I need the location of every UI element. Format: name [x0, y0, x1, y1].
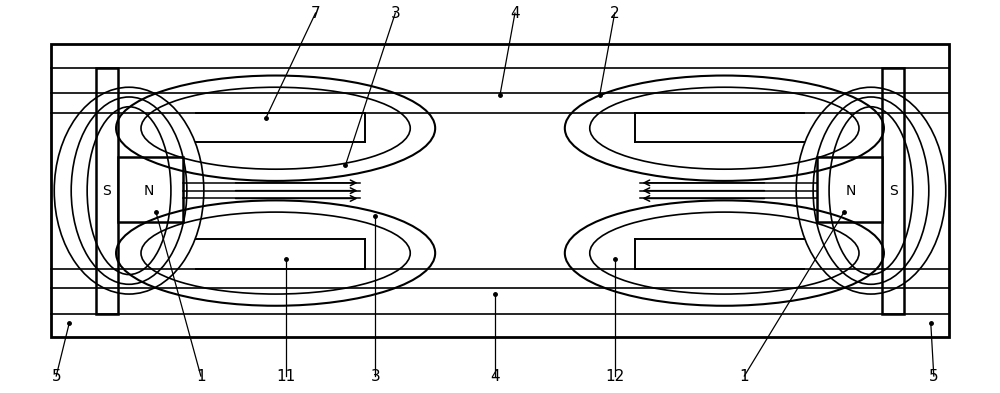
Bar	[51, 44, 949, 337]
Text: 3: 3	[370, 369, 380, 384]
Bar	[882, 68, 904, 314]
Text: 7: 7	[311, 6, 320, 20]
Text: 11: 11	[276, 369, 295, 384]
Text: N: N	[846, 184, 856, 198]
Text: 5: 5	[929, 369, 939, 384]
Text: 4: 4	[510, 6, 520, 20]
Text: N: N	[144, 184, 154, 198]
Text: 1: 1	[196, 369, 206, 384]
Text: 5: 5	[51, 369, 61, 384]
Bar	[118, 158, 183, 222]
Text: 1: 1	[740, 369, 749, 384]
Text: S: S	[890, 184, 898, 198]
Text: 3: 3	[390, 6, 400, 20]
Text: 12: 12	[605, 369, 624, 384]
Text: S: S	[102, 184, 110, 198]
Bar	[817, 158, 882, 222]
Bar	[96, 68, 118, 314]
Text: 4: 4	[490, 369, 500, 384]
Text: 2: 2	[610, 6, 619, 20]
